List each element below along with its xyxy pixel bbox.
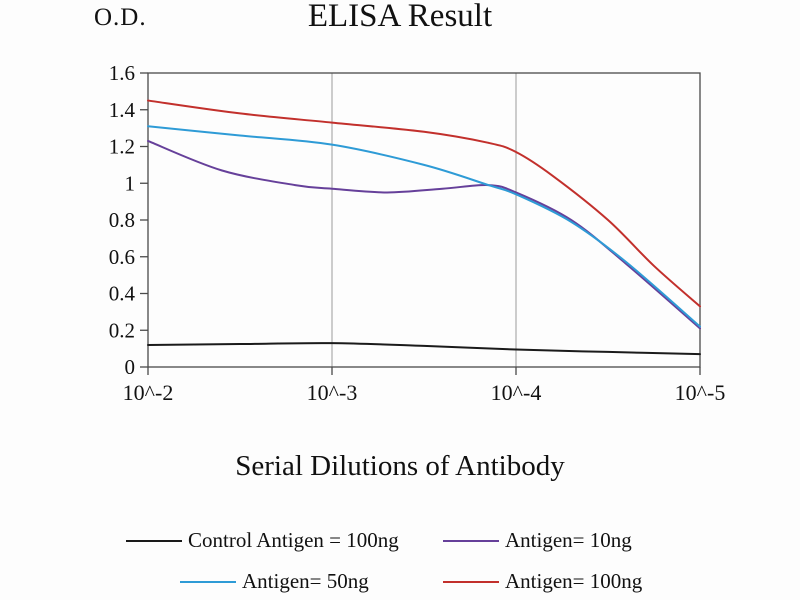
x-tick-label: 10^-2 bbox=[123, 380, 174, 405]
y-tick-label: 1.4 bbox=[109, 98, 136, 122]
elisa-line-chart: 0 0.2 0.4 0.6 0.8 1 1.2 1.4 1.6 10^-2 10^-3 10^-4 10… bbox=[109, 61, 726, 405]
y-tick-label: 0 bbox=[125, 355, 136, 379]
y-tick-label: 0.4 bbox=[109, 282, 136, 306]
legend-label: Control Antigen = 100ng bbox=[188, 528, 399, 552]
x-tick-label: 10^-4 bbox=[491, 380, 542, 405]
y-tick-label: 0.2 bbox=[109, 318, 135, 342]
y-tick-label: 1.6 bbox=[109, 61, 135, 85]
series-line-antigen-10ng bbox=[147, 139, 701, 330]
chart-title: ELISA Result bbox=[307, 0, 493, 34]
series-line-control-antigen-100ng bbox=[147, 342, 701, 356]
legend-item-antigen-50ng: Antigen= 50ng bbox=[180, 569, 369, 594]
legend-item-control-antigen-100ng: Control Antigen = 100ng bbox=[126, 528, 399, 553]
y-axis-corner-label: O.D. bbox=[94, 4, 147, 31]
x-axis-title: Serial Dilutions of Antibody bbox=[235, 450, 565, 482]
legend-line-swatch-control bbox=[126, 539, 182, 542]
legend-label: Antigen= 50ng bbox=[242, 569, 369, 593]
legend-label: Antigen= 100ng bbox=[505, 569, 643, 593]
legend-item-antigen-100ng: Antigen= 100ng bbox=[443, 569, 642, 594]
y-tick-label: 0.8 bbox=[109, 208, 135, 232]
y-tick-label: 1.2 bbox=[109, 135, 135, 159]
y-tick-label: 0.6 bbox=[109, 245, 135, 269]
plot-border bbox=[147, 72, 701, 368]
x-tick-label: 10^-5 bbox=[675, 380, 726, 405]
legend-line-swatch-10ng bbox=[443, 539, 499, 542]
legend-line-swatch-100ng bbox=[443, 580, 499, 583]
legend-line-swatch-50ng bbox=[180, 580, 236, 583]
legend-label: Antigen= 10ng bbox=[505, 528, 632, 552]
x-tick-label: 10^-3 bbox=[307, 380, 358, 405]
series-line-antigen-50ng bbox=[147, 125, 701, 328]
series-line-antigen-100ng bbox=[147, 99, 701, 308]
legend-item-antigen-10ng: Antigen= 10ng bbox=[443, 528, 632, 553]
y-tick-label: 1 bbox=[125, 171, 136, 195]
